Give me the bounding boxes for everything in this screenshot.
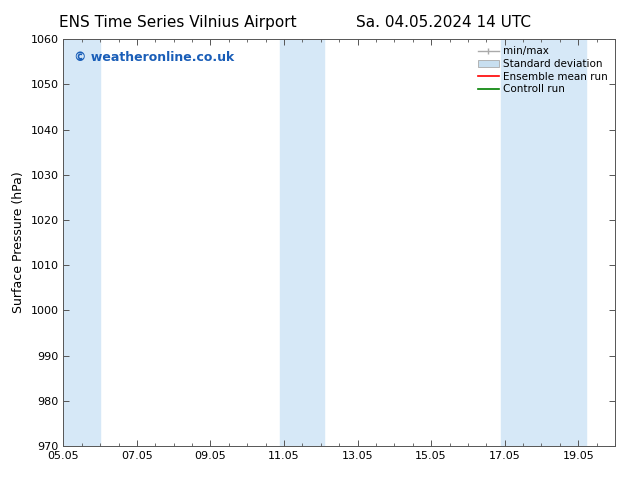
Text: ENS Time Series Vilnius Airport: ENS Time Series Vilnius Airport bbox=[59, 15, 296, 30]
Text: Sa. 04.05.2024 14 UTC: Sa. 04.05.2024 14 UTC bbox=[356, 15, 531, 30]
Y-axis label: Surface Pressure (hPa): Surface Pressure (hPa) bbox=[12, 172, 25, 314]
Bar bbox=[60, 39, 100, 446]
Bar bbox=[501, 39, 586, 446]
Legend: min/max, Standard deviation, Ensemble mean run, Controll run: min/max, Standard deviation, Ensemble me… bbox=[476, 45, 610, 97]
Text: © weatheronline.co.uk: © weatheronline.co.uk bbox=[74, 51, 235, 64]
Bar bbox=[280, 39, 325, 446]
